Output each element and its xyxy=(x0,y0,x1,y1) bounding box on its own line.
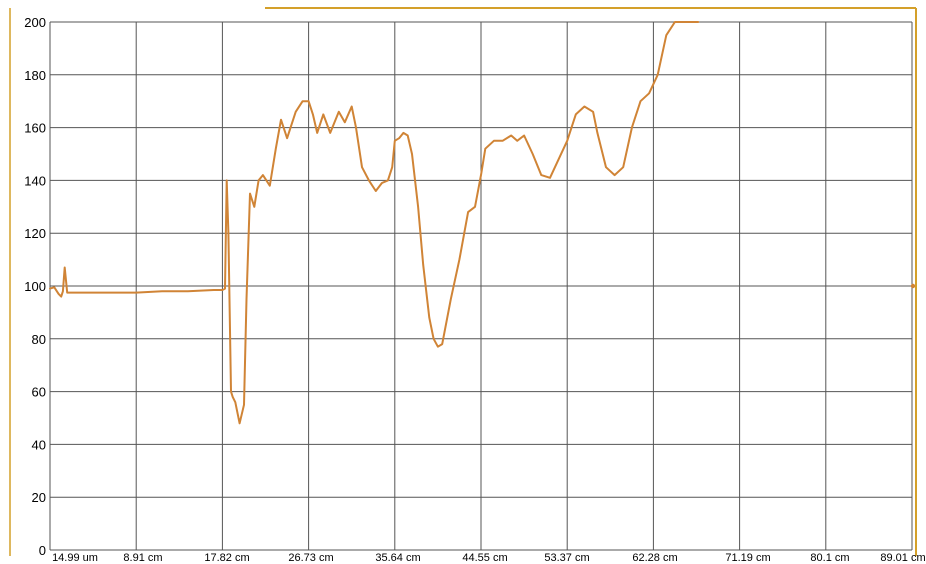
x-tick-label: 26.73 cm xyxy=(288,552,333,564)
y-tick-label: 60 xyxy=(32,385,46,400)
x-tick-label: 80.1 cm xyxy=(810,552,849,564)
x-tick-label: 8.91 cm xyxy=(123,552,162,564)
y-tick-label: 100 xyxy=(24,279,46,294)
x-tick-label: 17.82 cm xyxy=(204,552,249,564)
y-tick-label: 120 xyxy=(24,226,46,241)
right-edge-marker xyxy=(910,283,916,289)
x-tick-label: 35.64 cm xyxy=(375,552,420,564)
x-tick-label: 71.19 cm xyxy=(725,552,770,564)
x-tick-label: 44.55 cm xyxy=(462,552,507,564)
y-tick-label: 20 xyxy=(32,490,46,505)
plot-frame xyxy=(9,7,917,556)
x-tick-label: 14.99 um xyxy=(52,552,98,564)
series-line-0 xyxy=(49,21,700,425)
y-tick-label: 140 xyxy=(24,173,46,188)
y-axis: 0 20 40 60 80 100 120 140 160 180 200 xyxy=(24,15,46,558)
y-tick-label: 80 xyxy=(32,332,46,347)
grid xyxy=(49,21,913,551)
x-axis: 14.99 um 8.91 cm 17.82 cm 26.73 cm 35.64 cm 4… xyxy=(52,552,926,564)
y-tick-label: 180 xyxy=(24,68,46,83)
series-layer xyxy=(49,21,700,425)
y-tick-label: 40 xyxy=(32,437,46,452)
y-tick-label: 0 xyxy=(39,543,46,558)
y-tick-label: 200 xyxy=(24,15,46,30)
y-tick-label: 160 xyxy=(24,121,46,136)
x-tick-label: 89.01 cm xyxy=(880,552,925,564)
x-tick-label: 62.28 cm xyxy=(632,552,677,564)
x-tick-label: 53.37 cm xyxy=(544,552,589,564)
